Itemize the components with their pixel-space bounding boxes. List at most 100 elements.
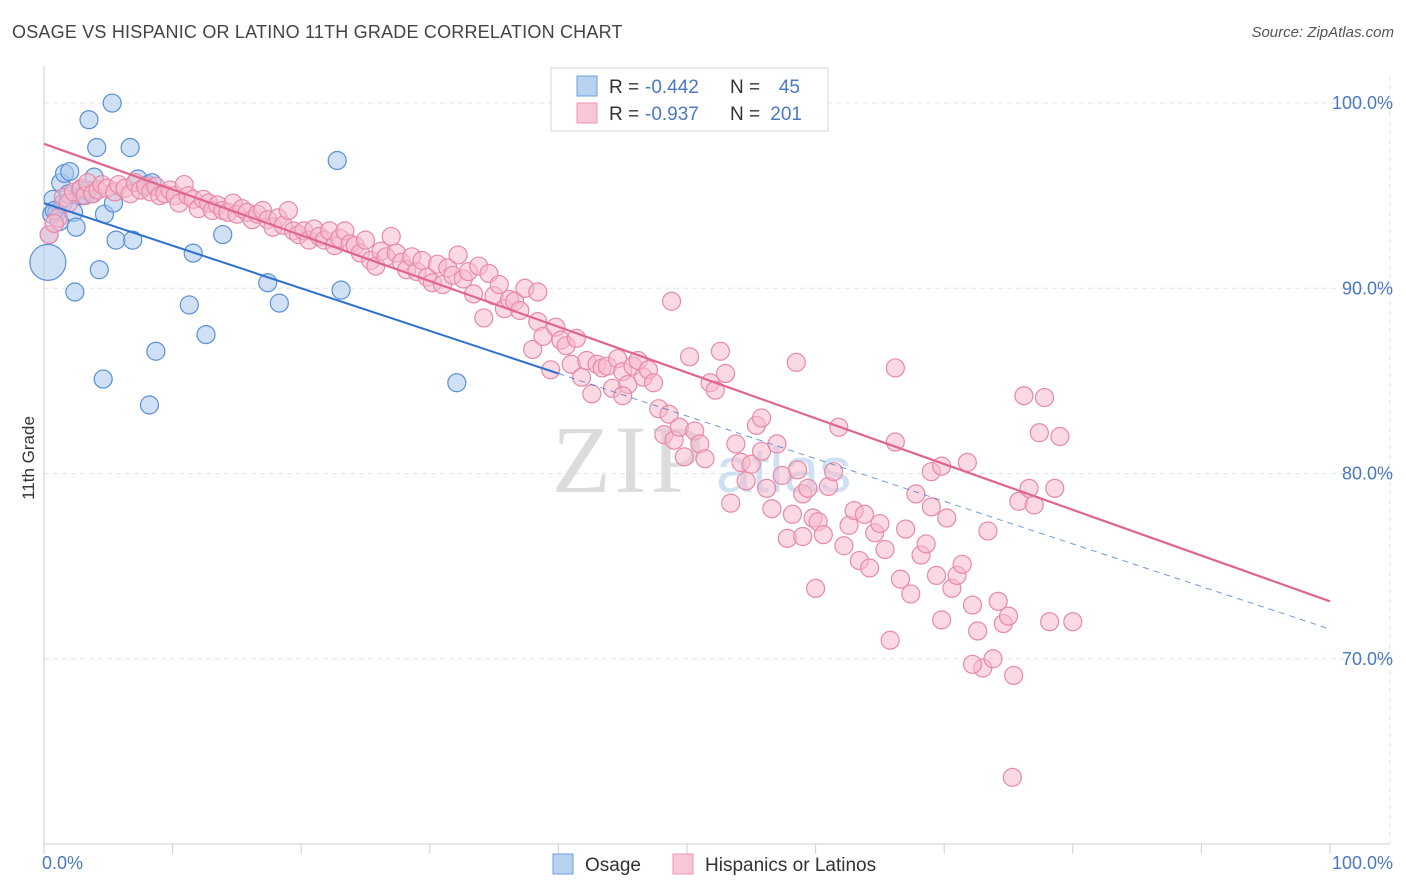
hisp-point-192 bbox=[1029, 423, 1049, 443]
osage-point-28 bbox=[123, 230, 143, 250]
x-tick-label-0: 0.0% bbox=[42, 853, 83, 873]
hisp-point-165 bbox=[890, 569, 911, 589]
osage-point-41 bbox=[331, 280, 351, 300]
hisp-point-150 bbox=[813, 525, 833, 545]
y-tick-label-0: 70.0% bbox=[1342, 649, 1393, 669]
legend-r-label-hisp: R = bbox=[609, 104, 639, 125]
legend-n-label-hisp: N = bbox=[730, 104, 760, 125]
hisp-point-140 bbox=[762, 499, 782, 519]
trend-lines bbox=[43, 142, 1331, 630]
hisp-point-163 bbox=[880, 630, 900, 650]
bottom-legend-hisp: Hispanics or Latinos bbox=[705, 855, 876, 876]
hisp-point-177 bbox=[952, 554, 972, 574]
hisp-point-88 bbox=[489, 274, 509, 295]
osage-point-26 bbox=[106, 230, 126, 250]
hisp-point-141 bbox=[767, 434, 787, 454]
hisp-point-208 bbox=[1050, 426, 1070, 447]
hisp-point-184 bbox=[988, 591, 1008, 611]
hisp-point-199 bbox=[661, 291, 682, 311]
legend-r-value-osage: -0.442 bbox=[645, 77, 699, 98]
hisp-point-117 bbox=[643, 373, 664, 393]
legend-n-value-osage: 45 bbox=[779, 77, 800, 98]
hisp-point-206 bbox=[962, 654, 983, 674]
axes bbox=[43, 66, 1390, 854]
hisp-point-164 bbox=[885, 432, 905, 452]
y-tick-label-2: 90.0% bbox=[1342, 278, 1393, 298]
hisp-point-103 bbox=[571, 367, 592, 387]
hisp-point-144 bbox=[782, 504, 803, 524]
osage-point-27 bbox=[120, 137, 140, 158]
hisp-point-193 bbox=[1034, 387, 1055, 408]
osage-point-12 bbox=[65, 282, 85, 302]
hisp-point-139 bbox=[757, 478, 777, 498]
hisp-point-123 bbox=[674, 447, 695, 467]
y-tick-label-3: 100.0% bbox=[1332, 93, 1393, 113]
osage-point-24 bbox=[102, 93, 122, 113]
hisp-point-135 bbox=[736, 471, 756, 491]
legend-r-value-hisp: -0.937 bbox=[645, 104, 699, 125]
hisp-point-124 bbox=[679, 347, 700, 367]
hisp-point-133 bbox=[726, 434, 746, 454]
hisp-point-130 bbox=[710, 341, 731, 361]
hisp-point-62 bbox=[355, 230, 376, 250]
hisp-point-209 bbox=[921, 497, 941, 517]
hisp-point-202 bbox=[805, 578, 826, 598]
gridlines bbox=[44, 76, 1391, 844]
osage-point-33 bbox=[146, 341, 166, 361]
osage-point-13 bbox=[66, 217, 86, 237]
osage-trend-line bbox=[43, 202, 559, 375]
hisp-point-187 bbox=[1004, 665, 1024, 686]
osage-point-37 bbox=[213, 224, 233, 245]
hisp-point-127 bbox=[695, 449, 715, 469]
hisp-trend-line bbox=[43, 142, 1331, 603]
hisp-point-161 bbox=[870, 513, 890, 534]
hisp-point-159 bbox=[860, 558, 880, 578]
legend-r-label-osage: R = bbox=[609, 77, 639, 98]
hisp-point-189 bbox=[1014, 386, 1034, 406]
x-tick-labels: 0.0% 100.0% bbox=[42, 853, 1393, 873]
hisp-point-145 bbox=[787, 460, 808, 480]
hisp-point-80 bbox=[448, 245, 468, 265]
hisp-point-94 bbox=[523, 339, 543, 360]
y-tick-labels: 70.0% 80.0% 90.0% 100.0% bbox=[1332, 93, 1393, 669]
osage-point-21 bbox=[89, 260, 109, 280]
y-axis-title: 11th Grade bbox=[19, 416, 38, 500]
hisp-point-105 bbox=[582, 384, 602, 404]
hisp-point-182 bbox=[978, 521, 998, 541]
y-tick-label-1: 80.0% bbox=[1342, 464, 1393, 484]
osage-point-34 bbox=[179, 295, 199, 315]
hisp-point-97 bbox=[541, 360, 561, 380]
hisp-point-170 bbox=[916, 534, 936, 554]
x-tick-label-1: 100.0% bbox=[1332, 853, 1393, 873]
hisp-point-203 bbox=[885, 358, 905, 378]
hisp-point-138 bbox=[751, 441, 772, 461]
legend-n-label-osage: N = bbox=[730, 77, 760, 98]
hisp-point-196 bbox=[528, 282, 548, 302]
hisp-point-210 bbox=[44, 213, 64, 234]
hisp-point-67 bbox=[381, 226, 401, 247]
hisp-point-204 bbox=[1002, 767, 1022, 787]
hisp-point-85 bbox=[474, 308, 494, 328]
hisp-point-198 bbox=[751, 408, 772, 428]
hisp-point-194 bbox=[1040, 612, 1060, 632]
hisp-point-131 bbox=[715, 363, 736, 384]
osage-point-17 bbox=[79, 110, 99, 130]
osage-trend-dashed bbox=[558, 373, 1331, 630]
hisp-point-207 bbox=[1063, 612, 1083, 632]
hisp-point-162 bbox=[875, 539, 895, 560]
hisp-point-178 bbox=[957, 452, 977, 473]
bottom-legend: Osage Hispanics or Latinos bbox=[552, 853, 876, 876]
bottom-legend-hisp-swatch bbox=[672, 853, 694, 875]
hisp-point-200 bbox=[786, 352, 806, 372]
hisp-point-201 bbox=[793, 526, 813, 547]
osage-point-39 bbox=[269, 293, 289, 313]
hisp-point-195 bbox=[1045, 478, 1065, 498]
stats-legend: R = -0.442 N = 45 R = -0.937 N = 201 bbox=[550, 67, 829, 132]
bottom-legend-osage-swatch bbox=[552, 853, 574, 875]
hisp-point-96 bbox=[533, 326, 553, 347]
osage-point-36 bbox=[196, 324, 216, 345]
osage-point-42 bbox=[447, 373, 467, 393]
hisp-point-47 bbox=[278, 200, 298, 221]
osage-point-40 bbox=[327, 150, 347, 171]
